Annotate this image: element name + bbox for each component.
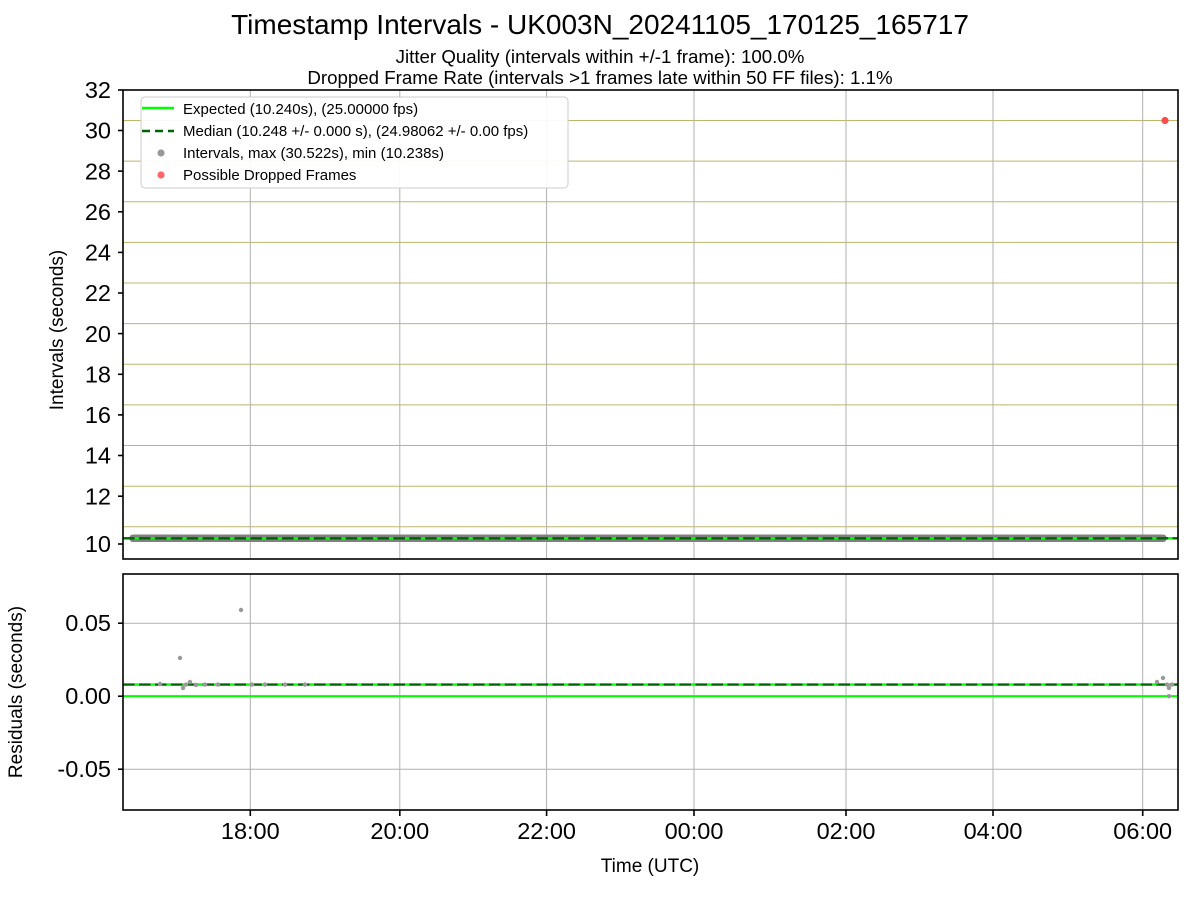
svg-text:Jitter Quality (intervals with: Jitter Quality (intervals within +/-1 fr…	[396, 46, 805, 67]
svg-text:12: 12	[85, 483, 111, 509]
svg-text:Time (UTC): Time (UTC)	[601, 856, 700, 877]
svg-text:Intervals, max (30.522s), min: Intervals, max (30.522s), min (10.238s)	[183, 145, 444, 162]
svg-text:06:00: 06:00	[1113, 818, 1172, 844]
svg-text:0.00: 0.00	[65, 683, 111, 709]
svg-text:Intervals (seconds): Intervals (seconds)	[47, 250, 68, 411]
svg-text:20: 20	[85, 321, 111, 347]
svg-text:20:00: 20:00	[370, 818, 429, 844]
svg-text:Expected (10.240s), (25.00000: Expected (10.240s), (25.00000 fps)	[183, 101, 418, 118]
svg-text:22:00: 22:00	[517, 818, 576, 844]
svg-text:Residuals (seconds): Residuals (seconds)	[6, 606, 27, 778]
svg-text:22: 22	[85, 280, 111, 306]
svg-text:04:00: 04:00	[964, 818, 1023, 844]
svg-text:18: 18	[85, 361, 111, 387]
svg-text:02:00: 02:00	[817, 818, 876, 844]
svg-text:24: 24	[85, 240, 111, 266]
svg-text:26: 26	[85, 199, 111, 225]
svg-text:14: 14	[85, 443, 111, 469]
svg-text:0.05: 0.05	[65, 610, 111, 636]
svg-text:00:00: 00:00	[665, 818, 724, 844]
svg-text:16: 16	[85, 402, 111, 428]
svg-text:Median (10.248 +/- 0.000 s), (: Median (10.248 +/- 0.000 s), (24.98062 +…	[183, 123, 528, 140]
svg-text:Dropped Frame Rate (intervals: Dropped Frame Rate (intervals >1 frames …	[307, 67, 892, 88]
svg-text:10: 10	[85, 531, 111, 557]
svg-text:Possible Dropped Frames: Possible Dropped Frames	[183, 167, 356, 184]
svg-text:18:00: 18:00	[221, 818, 280, 844]
svg-text:28: 28	[85, 158, 111, 184]
svg-text:-0.05: -0.05	[57, 756, 111, 782]
svg-text:32: 32	[85, 77, 111, 103]
svg-text:Timestamp Intervals - UK003N_2: Timestamp Intervals - UK003N_20241105_17…	[231, 9, 969, 40]
svg-text:30: 30	[85, 118, 111, 144]
